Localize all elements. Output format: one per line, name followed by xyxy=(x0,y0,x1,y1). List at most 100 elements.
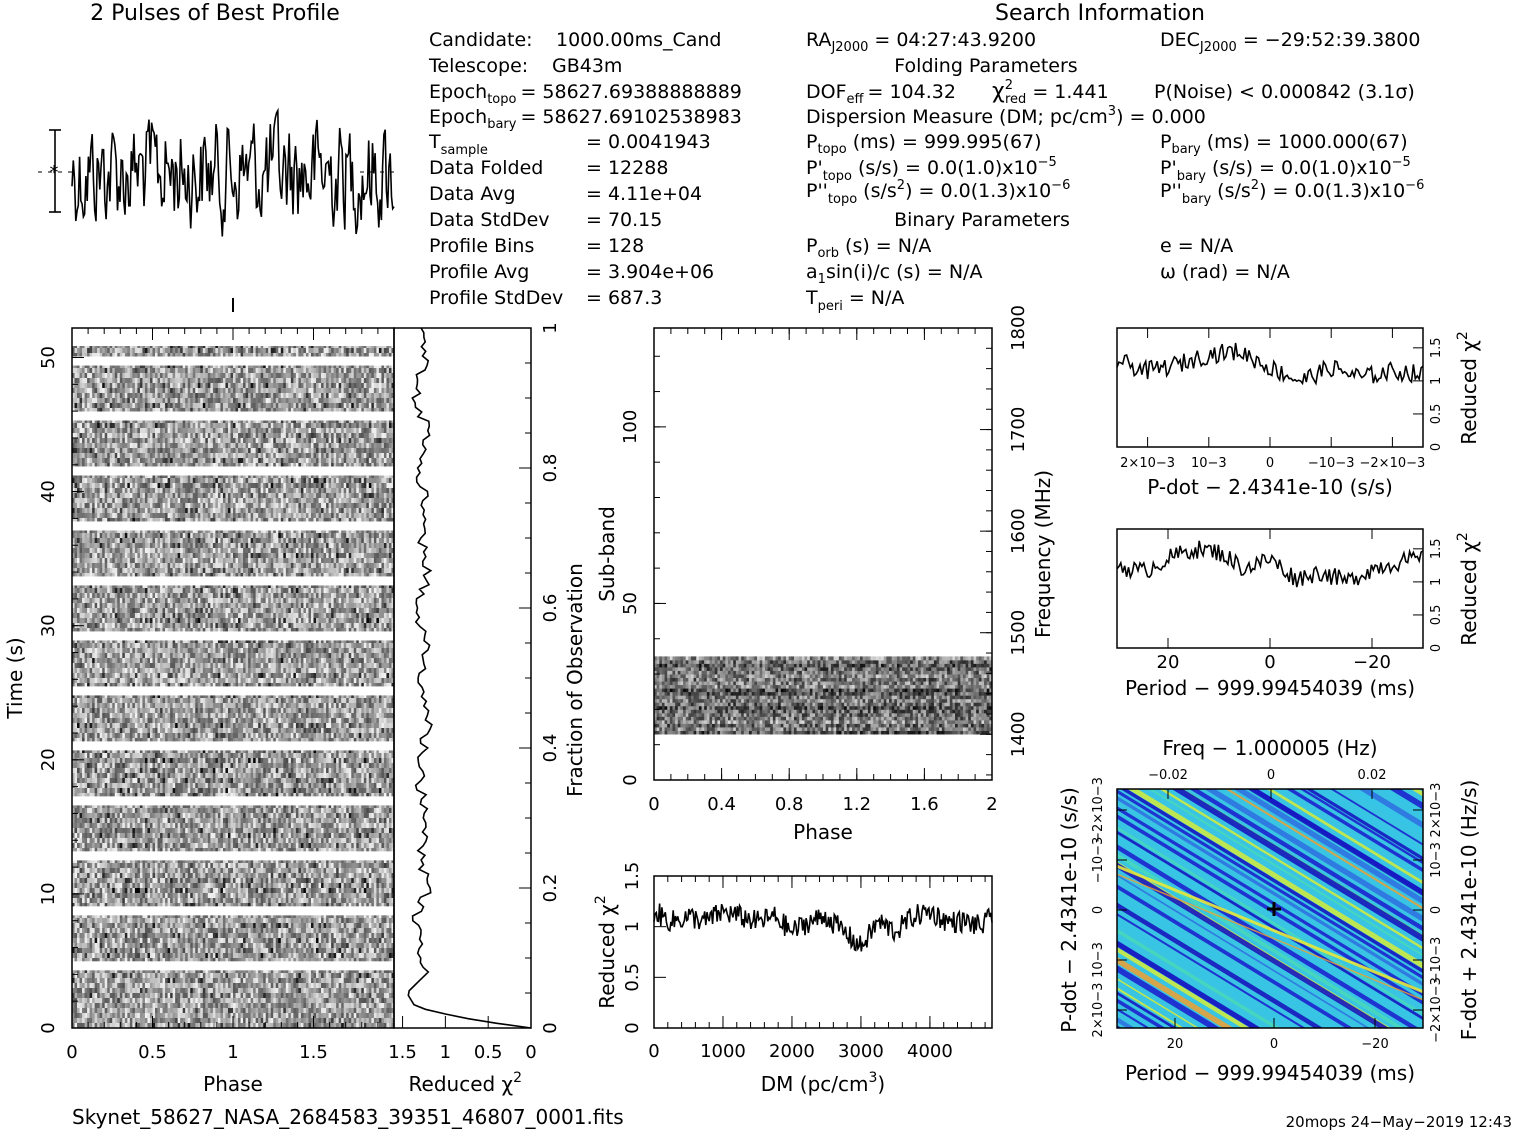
p-topo: Ptopo(ms) = 999.995(67) xyxy=(806,131,1042,157)
tp-ytick-1: 10 xyxy=(38,882,59,905)
pr-ytick-1: 0.5 xyxy=(1429,605,1444,626)
tc-ytick-5: 1 xyxy=(540,322,561,333)
tp-gap-4 xyxy=(72,741,394,750)
p-noise: P(Noise) < 0.000842 (3.1σ) xyxy=(1154,81,1415,103)
pp-y2tick-3: 10−3 xyxy=(1429,842,1444,878)
telescope-label: Telescope: xyxy=(428,55,528,77)
sb-ytick-2: 100 xyxy=(620,410,641,444)
binary-header: Binary Parameters xyxy=(894,209,1070,231)
sb-ytick-1: 50 xyxy=(620,592,641,615)
profile-bins-label: Profile Bins xyxy=(429,235,534,257)
eccentricity: e = N/A xyxy=(1160,235,1233,257)
folding-header: Folding Parameters xyxy=(894,55,1077,77)
pdot-chi2-trace xyxy=(1117,343,1423,383)
profile-std-value: = 687.3 xyxy=(586,287,662,309)
pp-y2label: F-dot + 2.4341e-10 (Hz/s) xyxy=(1457,780,1481,1041)
tp-gap-10 xyxy=(72,412,394,421)
sb-xtick-0: 0 xyxy=(648,794,659,815)
tc-ytick-1: 0.2 xyxy=(540,874,561,903)
pp-x2tick-0: −0.02 xyxy=(1148,768,1188,783)
tc-ytick-3: 0.6 xyxy=(540,594,561,623)
tc-xtick-1: 1 xyxy=(440,1042,451,1063)
dof: DOFeff= 104.32 xyxy=(806,81,956,107)
data-std-label: Data StdDev xyxy=(429,209,550,231)
candidate-label: Candidate: xyxy=(429,29,533,51)
profile-avg-value: = 3.904e+06 xyxy=(586,261,714,283)
pp-ytick-1: 10−3 xyxy=(1091,942,1106,978)
a1sini: a1sin(i)/c (s) = N/A xyxy=(806,261,982,287)
tc-xtick-0: 1.5 xyxy=(388,1042,417,1063)
pp-xtick-2: −20 xyxy=(1361,1037,1388,1052)
tc-xtick-2: 0.5 xyxy=(474,1042,503,1063)
dm-ytick-0: 0 xyxy=(622,1022,643,1033)
data-avg-value: = 4.11e+04 xyxy=(586,183,702,205)
tc-ytick-2: 0.4 xyxy=(540,734,561,763)
sb-y2tick-1: 1500 xyxy=(1008,610,1029,656)
tc-ylabel: Fraction of Observation xyxy=(563,563,587,797)
pp-y2tick-1: −10−3 xyxy=(1429,937,1444,984)
dm-chi2-trace xyxy=(654,904,992,952)
tp-xtick-3: 1.5 xyxy=(299,1042,328,1063)
tc-ytick-0: 0 xyxy=(540,1022,561,1033)
sb-ylabel: Sub-band xyxy=(595,506,619,602)
pp-xlabel: Period − 999.99454039 (ms) xyxy=(1125,1061,1415,1085)
tp-gap-3 xyxy=(72,796,394,805)
sb-xlabel: Phase xyxy=(793,820,853,844)
pp-ylabel: P-dot − 2.4341e-10 (s/s) xyxy=(1057,787,1081,1033)
pd-ylabel: Reduced χ2 xyxy=(1455,331,1481,445)
profile-plot: * xyxy=(38,111,394,312)
sb-y2tick-3: 1700 xyxy=(1008,407,1029,453)
pp-xtick-1: 0 xyxy=(1270,1037,1278,1052)
tp-gap-8 xyxy=(72,521,394,530)
tc-xtick-3: 0 xyxy=(525,1042,536,1063)
pr-xlabel: Period − 999.99454039 (ms) xyxy=(1125,676,1415,700)
tp-ytick-4: 40 xyxy=(38,480,59,503)
dm-xlabel: DM (pc/cm3) xyxy=(761,1070,885,1096)
tp-gap-5 xyxy=(72,686,394,695)
epoch-topo: Epochtopo= 58627.69388888889 xyxy=(429,81,742,107)
tp-gap-11 xyxy=(72,357,394,366)
pp-x2tick-1: 0 xyxy=(1267,768,1275,783)
dm-xtick-3: 3000 xyxy=(838,1041,884,1062)
pd-ytick-1: 0.5 xyxy=(1429,404,1444,425)
dm-xtick-2: 2000 xyxy=(769,1041,815,1062)
info-block: Search Information Candidate: 1000.00ms_… xyxy=(428,1,1424,314)
tperi: Tperi= N/A xyxy=(805,287,904,314)
tp-ytick-2: 20 xyxy=(38,748,59,771)
sb-xtick-5: 2 xyxy=(986,794,997,815)
pd-xtick-1: 10−3 xyxy=(1191,456,1227,471)
time-chi2-trace xyxy=(408,328,531,1028)
pr-xtick-2: −20 xyxy=(1353,652,1391,673)
period-chi2-trace xyxy=(1117,541,1423,587)
pd-ytick-0: 0 xyxy=(1429,443,1444,451)
tp-gap-2 xyxy=(72,851,394,860)
footer-stamp: 20mops 24−May−2019 12:43 xyxy=(1286,1113,1512,1131)
sb-xtick-4: 1.6 xyxy=(910,794,939,815)
tp-xtick-2: 1 xyxy=(227,1042,238,1063)
pd-xtick-3: −10−3 xyxy=(1308,456,1355,471)
sb-xtick-3: 1.2 xyxy=(842,794,871,815)
pp-x2label: Freq − 1.000005 (Hz) xyxy=(1162,736,1377,760)
tp-gap-7 xyxy=(72,576,394,585)
pp-y2tick-4: 2×10−3 xyxy=(1429,783,1444,838)
sb-ytick-0: 0 xyxy=(620,774,641,785)
sb-y2tick-0: 1400 xyxy=(1008,711,1029,757)
dm-xtick-0: 0 xyxy=(648,1041,659,1062)
tp-ylabel: Time (s) xyxy=(3,637,27,719)
pr-xtick-1: 0 xyxy=(1264,652,1275,673)
sb-y2tick-4: 1800 xyxy=(1008,305,1029,351)
pp-ytick-4: −2×10−3 xyxy=(1091,777,1106,843)
profile-bins-value: = 128 xyxy=(586,235,644,257)
pp-ytick-2: 0 xyxy=(1091,906,1106,914)
tp-xtick-0: 0 xyxy=(66,1042,77,1063)
pr-ytick-3: 1.5 xyxy=(1429,538,1444,559)
dm-ytick-3: 1.5 xyxy=(622,862,643,891)
data-folded-label: Data Folded xyxy=(429,157,543,179)
